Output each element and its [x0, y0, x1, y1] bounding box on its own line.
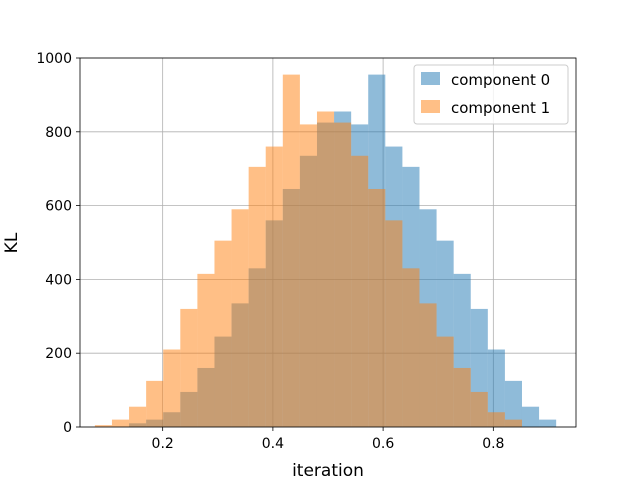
x-tick-label: 0.2: [152, 436, 174, 452]
histogram-bar-component-1: [197, 273, 215, 427]
x-axis-label: iteration: [292, 461, 364, 480]
histogram-bar-component-1: [180, 308, 198, 427]
histogram-bar-component-1: [419, 303, 437, 427]
histogram-bar-component-1: [111, 419, 130, 427]
histogram-bar-component-1: [214, 240, 232, 427]
histogram-bar-component-1: [316, 111, 335, 427]
y-axis-ticks: 0 200 400 600 800 1000: [36, 51, 80, 436]
histogram-bar-component-1: [248, 166, 266, 428]
histogram-bar-component-1: [146, 380, 164, 427]
y-tick-label: 800: [45, 125, 72, 141]
histogram-bar-component-1: [129, 406, 147, 427]
legend: component 0 component 1: [413, 64, 569, 125]
x-tick-label: 0.6: [372, 436, 394, 452]
x-axis-ticks: 0.2 0.4 0.6 0.8: [152, 427, 504, 452]
histogram-bar-component-1: [402, 268, 420, 427]
legend-box: [413, 64, 569, 125]
histogram-bar-component-1: [436, 336, 454, 427]
histogram-bar-component-0: [487, 349, 505, 427]
histogram-bar-component-1: [163, 349, 181, 427]
histogram-bar-component-1: [282, 74, 300, 427]
legend-label-component-1: component 1: [451, 99, 550, 117]
histogram-bar-component-0: [539, 419, 557, 427]
histogram-bar-component-1: [351, 155, 369, 427]
histogram-bar-component-1: [334, 122, 352, 427]
x-tick-label: 0.4: [262, 436, 284, 452]
histogram-bar-component-1: [231, 209, 249, 427]
series-component-1-bars: [94, 74, 522, 428]
y-tick-label: 1000: [36, 51, 72, 67]
histogram-bar-component-1: [504, 419, 522, 427]
histogram-bar-component-1: [368, 188, 386, 427]
histogram-bar-component-1: [94, 425, 112, 427]
legend-label-component-0: component 0: [451, 71, 550, 89]
y-tick-label: 600: [45, 199, 72, 215]
x-tick-label: 0.8: [482, 436, 504, 452]
histogram-bar-component-0: [504, 380, 522, 427]
y-axis-label: KL: [2, 232, 22, 253]
plot-frame: [79, 57, 577, 428]
histogram-bar-component-0: [521, 406, 540, 427]
y-tick-label: 400: [45, 272, 72, 288]
legend-swatch-component-0: [421, 72, 440, 85]
histogram-bar-component-1: [299, 124, 317, 428]
histogram-bar-component-1: [470, 391, 488, 427]
histogram-bar-component-1: [453, 367, 471, 427]
y-tick-label: 0: [63, 420, 72, 436]
histogram-bar-component-1: [385, 220, 403, 427]
histogram-bar-component-1: [487, 412, 505, 427]
legend-swatch-component-1: [421, 100, 440, 113]
histogram-bar-component-1: [265, 146, 283, 427]
y-tick-label: 200: [45, 346, 72, 362]
